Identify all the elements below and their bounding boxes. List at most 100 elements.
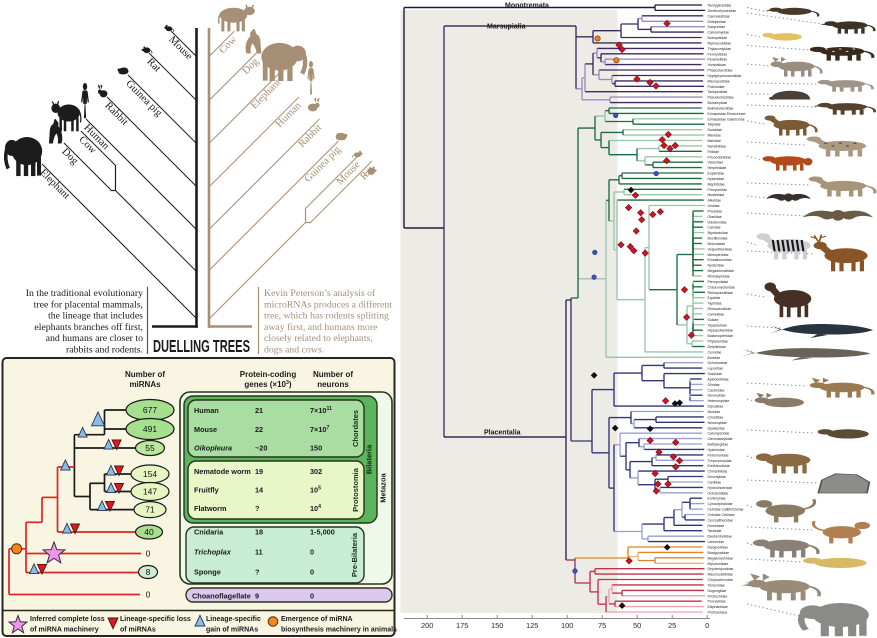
svg-text:Procaviidae: Procaviidae bbox=[708, 600, 726, 604]
svg-text:Cebidae Cebinae: Cebidae Cebinae bbox=[708, 513, 735, 517]
svg-text:Echimyidae: Echimyidae bbox=[708, 497, 726, 501]
svg-text:14: 14 bbox=[255, 486, 264, 495]
svg-text:Megadermatidae: Megadermatidae bbox=[708, 269, 734, 273]
svg-text:Herpestidae: Herpestidae bbox=[708, 166, 727, 170]
svg-text:rabbits and rodents.: rabbits and rodents. bbox=[66, 345, 143, 356]
svg-text:Rhinopomatidae: Rhinopomatidae bbox=[708, 291, 734, 295]
svg-text:0: 0 bbox=[146, 590, 151, 600]
svg-text:Hyaenidae: Hyaenidae bbox=[708, 177, 725, 181]
svg-text:~20: ~20 bbox=[255, 444, 267, 453]
svg-text:Protostomia: Protostomia bbox=[351, 467, 360, 512]
svg-text:Hominidae: Hominidae bbox=[708, 524, 725, 528]
svg-text:Procyonidae: Procyonidae bbox=[708, 188, 728, 192]
svg-text:Spalacidae: Spalacidae bbox=[708, 426, 725, 430]
svg-text:40: 40 bbox=[144, 527, 154, 537]
svg-text:Soricidae: Soricidae bbox=[708, 128, 723, 132]
svg-text:Cervidae: Cervidae bbox=[708, 350, 722, 354]
svg-text:105: 105 bbox=[310, 486, 321, 495]
svg-text:Molossidae: Molossidae bbox=[708, 242, 726, 246]
svg-text:Nandiniidae: Nandiniidae bbox=[708, 144, 727, 148]
svg-text:175: 175 bbox=[456, 621, 469, 630]
svg-text:Suidae: Suidae bbox=[708, 318, 719, 322]
svg-text:Chordates: Chordates bbox=[351, 410, 360, 447]
svg-text:Metazoa: Metazoa bbox=[379, 472, 388, 502]
svg-text:Lineage-specific: Lineage-specific bbox=[206, 616, 261, 623]
svg-text:Mouse: Mouse bbox=[194, 425, 217, 434]
svg-text:Pteropodidae: Pteropodidae bbox=[708, 280, 729, 284]
svg-text:Oikopleura: Oikopleura bbox=[194, 444, 232, 453]
svg-text:Tarsiidae: Tarsiidae bbox=[708, 529, 722, 533]
svg-text:150: 150 bbox=[310, 444, 322, 453]
svg-text:Gliridae: Gliridae bbox=[708, 383, 720, 387]
svg-text:Tarsipedidae: Tarsipedidae bbox=[708, 90, 728, 94]
svg-text:50: 50 bbox=[633, 621, 641, 630]
svg-text:21: 21 bbox=[255, 406, 263, 415]
svg-text:Orycteropodidae: Orycteropodidae bbox=[708, 567, 734, 571]
svg-text:Dasyuridae: Dasyuridae bbox=[708, 25, 726, 29]
svg-text:Bovidae: Bovidae bbox=[708, 356, 721, 360]
svg-text:Camelidae: Camelidae bbox=[708, 312, 725, 316]
svg-text:closely related to elephants,: closely related to elephants, bbox=[264, 333, 373, 344]
svg-text:Kevin Peterson’s analysis of: Kevin Peterson’s analysis of bbox=[264, 288, 376, 299]
svg-text:104: 104 bbox=[310, 504, 321, 513]
svg-text:18: 18 bbox=[255, 528, 263, 537]
svg-text:Emballonuridae: Emballonuridae bbox=[708, 258, 732, 262]
svg-text:miRNAs: miRNAs bbox=[129, 380, 161, 389]
svg-text:Bathyergidae: Bathyergidae bbox=[708, 443, 729, 447]
svg-text:Bilateria: Bilateria bbox=[365, 444, 374, 474]
svg-text:200: 200 bbox=[421, 621, 434, 630]
svg-text:Rhinocerotidae: Rhinocerotidae bbox=[708, 307, 732, 311]
svg-text:Octodontidae: Octodontidae bbox=[708, 491, 729, 495]
svg-text:Nematode worm: Nematode worm bbox=[194, 467, 251, 476]
svg-text:Elephantidae: Elephantidae bbox=[708, 605, 728, 609]
svg-text:Erinaceidae Galericinae: Erinaceidae Galericinae bbox=[708, 117, 745, 121]
svg-text:8: 8 bbox=[146, 567, 151, 577]
svg-text:491: 491 bbox=[143, 424, 157, 434]
svg-text:55: 55 bbox=[145, 443, 155, 453]
svg-text:Aplodontiidae: Aplodontiidae bbox=[708, 378, 729, 382]
svg-text:Hydrochoeridae: Hydrochoeridae bbox=[708, 486, 733, 490]
svg-text:Macropodidae: Macropodidae bbox=[708, 79, 730, 83]
svg-text:Talpidae: Talpidae bbox=[708, 123, 721, 127]
svg-text:Thryonomyidae: Thryonomyidae bbox=[708, 459, 732, 463]
svg-text:Monotremata: Monotremata bbox=[505, 3, 549, 10]
svg-text:11: 11 bbox=[255, 548, 263, 557]
svg-text:Pre-Bilateria: Pre-Bilateria bbox=[350, 532, 359, 577]
svg-text:7×1011: 7×1011 bbox=[310, 406, 332, 415]
svg-text:0: 0 bbox=[310, 548, 314, 557]
svg-text:In the traditional evolutionar: In the traditional evolutionary bbox=[26, 288, 143, 299]
svg-text:Delphinidae: Delphinidae bbox=[708, 345, 727, 349]
svg-text:dogs and cows.: dogs and cows. bbox=[264, 345, 324, 356]
svg-text:Muridae: Muridae bbox=[708, 410, 721, 414]
svg-text:tree, which has rodents splitt: tree, which has rodents splitting bbox=[264, 311, 389, 322]
svg-text:Chinchillidae: Chinchillidae bbox=[708, 470, 728, 474]
svg-text:Choanoflagellate: Choanoflagellate bbox=[192, 592, 251, 601]
svg-text:Human: Human bbox=[194, 406, 219, 415]
svg-text:Hippopotamidae: Hippopotamidae bbox=[708, 329, 734, 333]
svg-text:Sponge: Sponge bbox=[194, 568, 221, 577]
svg-text:Caenolestidae: Caenolestidae bbox=[708, 14, 730, 18]
svg-text:7×107: 7×107 bbox=[310, 425, 329, 434]
svg-text:Craseonycteridae: Craseonycteridae bbox=[708, 285, 735, 289]
svg-text:Bulmelodectidae: Bulmelodectidae bbox=[708, 107, 734, 111]
svg-text:Felidae: Felidae bbox=[708, 150, 720, 154]
svg-text:Nycteridae: Nycteridae bbox=[708, 264, 725, 268]
svg-text:Placentalia: Placentalia bbox=[484, 430, 521, 437]
svg-text:Rhinolophidae: Rhinolophidae bbox=[708, 275, 730, 279]
svg-text:Odobenidae: Odobenidae bbox=[708, 220, 727, 224]
svg-text:Cebidae Callithrichinae: Cebidae Callithrichinae bbox=[708, 508, 744, 512]
svg-text:?: ? bbox=[255, 504, 260, 513]
svg-text:Proboscidea: Proboscidea bbox=[708, 611, 728, 615]
svg-text:Number of: Number of bbox=[313, 370, 353, 379]
svg-text:Trichoplax: Trichoplax bbox=[194, 548, 232, 557]
svg-text:25: 25 bbox=[668, 621, 676, 630]
svg-text:154: 154 bbox=[143, 469, 157, 479]
svg-text:Vespertilionidae: Vespertilionidae bbox=[708, 247, 733, 251]
svg-text:Pseudocheiridae: Pseudocheiridae bbox=[708, 96, 734, 100]
svg-text:Equidae: Equidae bbox=[708, 296, 721, 300]
svg-text:Ochotonidae: Ochotonidae bbox=[708, 361, 728, 365]
svg-text:Burramyidae: Burramyidae bbox=[708, 101, 728, 105]
svg-text:Daubentoniidae: Daubentoniidae bbox=[708, 535, 733, 539]
svg-text:Mustelidae: Mustelidae bbox=[708, 193, 725, 197]
svg-text:Trichechidae: Trichechidae bbox=[708, 594, 728, 598]
